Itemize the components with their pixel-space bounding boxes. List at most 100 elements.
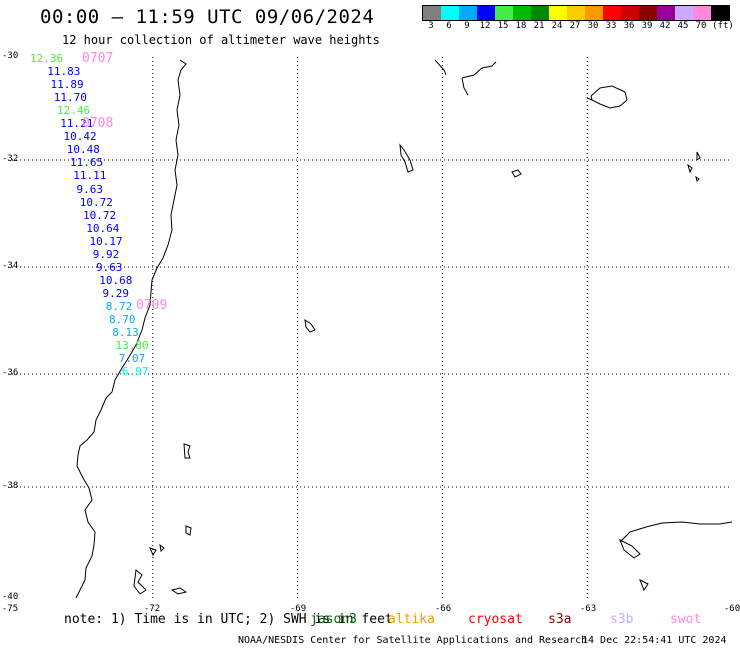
legend-label: (ft) xyxy=(712,21,734,31)
satellite-name-cryosat: cryosat xyxy=(468,612,523,627)
legend-swatch-ft xyxy=(711,6,729,20)
wave-height-value: 12.36 xyxy=(30,52,64,65)
pass-time-label: 0709 xyxy=(136,298,168,313)
land-outline xyxy=(185,525,192,536)
wave-height-value: 10.72 xyxy=(79,195,113,209)
legend-label: 45 xyxy=(677,21,689,31)
longitude-label: -75 xyxy=(1,604,19,614)
wave-height-value: 8.72 xyxy=(105,299,133,313)
wave-height-value: 13.80 xyxy=(115,339,149,353)
legend-swatch-42 xyxy=(657,6,675,20)
legend-swatch-9 xyxy=(459,6,477,20)
land-outline xyxy=(183,443,191,459)
legend-label: 36 xyxy=(623,21,635,31)
legend-label: 18 xyxy=(515,21,527,31)
land-outline xyxy=(619,538,641,559)
wave-height-value: 10.64 xyxy=(86,221,120,235)
wave-height-value: 9.29 xyxy=(102,286,130,300)
legend-swatch-27 xyxy=(567,6,585,20)
footer-note: note: 1) Time is in UTC; 2) SWH is in fe… xyxy=(64,612,701,627)
latitude-label: -32 xyxy=(2,154,19,164)
legend-label: 6 xyxy=(446,21,452,31)
latitude-label: -38 xyxy=(2,481,19,491)
legend-label: 39 xyxy=(641,21,653,31)
land-outline xyxy=(399,143,414,173)
wave-height-value: 7.07 xyxy=(118,352,146,366)
wave-height-value: 11.11 xyxy=(73,169,107,183)
wave-height-value: 10.68 xyxy=(99,273,133,287)
legend-swatch-70 xyxy=(693,6,711,20)
wave-height-value: 9.63 xyxy=(76,182,104,196)
legend-swatch-15 xyxy=(495,6,513,20)
wave-height-value: 11.83 xyxy=(47,65,81,79)
land-outline xyxy=(170,587,188,595)
wave-height-value: 9.92 xyxy=(92,247,120,261)
longitude-label: -69 xyxy=(289,604,307,614)
wave-height-value: 10.48 xyxy=(66,143,100,157)
legend-label: 12 xyxy=(479,21,491,31)
legend-swatch-39 xyxy=(639,6,657,20)
coastline-chile xyxy=(75,59,187,599)
pass-time-label: 0707 xyxy=(82,51,114,66)
wave-height-color-legend xyxy=(422,5,730,21)
satellite-name-swot: swot xyxy=(670,612,702,627)
legend-swatch-21 xyxy=(531,6,549,20)
wave-height-value: 8.70 xyxy=(109,313,136,326)
legend-swatch-33 xyxy=(603,6,621,20)
coastline-argentina xyxy=(434,59,733,543)
satellite-name-jason3: jason3 xyxy=(310,612,357,627)
legend-swatch-6 xyxy=(441,6,459,20)
satellite-name-s3b: s3b xyxy=(610,612,634,627)
legend-labels: 3 6 9 12 15 18 21 24 27 30 33 36 39 42 45 70 (ft) xyxy=(422,21,740,33)
generation-timestamp: 14 Dec 22:54:41 UTC 2024 xyxy=(582,635,727,646)
latitude-label: -30 xyxy=(2,51,19,61)
legend-label: 70 xyxy=(695,21,707,31)
wave-height-value: 8.13 xyxy=(112,326,139,340)
page-subtitle: 12 hour collection of altimeter wave hei… xyxy=(62,33,380,47)
legend-label: 27 xyxy=(569,21,581,31)
longitude-label: -60 xyxy=(723,604,740,614)
latitude-label: -34 xyxy=(2,261,19,271)
land-outline xyxy=(133,569,147,595)
wave-height-value: 9.63 xyxy=(96,260,123,274)
longitude-label: -63 xyxy=(579,604,597,614)
wave-height-value: 11.21 xyxy=(60,117,94,131)
land-outline xyxy=(687,151,701,182)
wave-height-value: 12.46 xyxy=(57,104,91,118)
wave-height-value: 10.42 xyxy=(63,130,97,144)
legend-label: 15 xyxy=(497,21,509,31)
wave-height-value: 6.97 xyxy=(122,365,149,379)
legend-label: 3 xyxy=(428,21,434,31)
land-outline xyxy=(149,543,165,557)
legend-label: 9 xyxy=(464,21,470,31)
wave-height-value: 10.72 xyxy=(83,208,117,222)
legend-swatch-24 xyxy=(549,6,567,20)
legend-swatch-36 xyxy=(621,6,639,20)
wave-height-value: 11.89 xyxy=(50,78,84,92)
land-outline xyxy=(511,169,522,178)
wave-height-value: 11.65 xyxy=(70,156,104,170)
legend-label: 30 xyxy=(587,21,599,31)
land-outline xyxy=(304,318,316,333)
legend-swatch-12 xyxy=(477,6,495,20)
wave-height-value: 11.70 xyxy=(53,91,87,105)
note-text: note: 1) Time is in UTC; 2) SWH is in fe… xyxy=(64,612,393,627)
satellite-name-s3a: s3a xyxy=(548,612,572,627)
legend-label: 24 xyxy=(551,21,563,31)
credit-line: NOAA/NESDIS Center for Satellite Applica… xyxy=(238,635,588,646)
legend-swatch-45 xyxy=(675,6,693,20)
legend-swatch-30 xyxy=(585,6,603,20)
wave-height-value: 10.17 xyxy=(89,234,123,248)
land-outline xyxy=(639,578,649,592)
legend-label: 21 xyxy=(533,21,545,31)
legend-label: 42 xyxy=(659,21,671,31)
legend-label: 33 xyxy=(605,21,617,31)
longitude-label: -66 xyxy=(434,604,452,614)
legend-swatch-18 xyxy=(513,6,531,20)
latitude-label: -36 xyxy=(2,368,19,378)
satellite-name-altika: altika xyxy=(388,612,435,627)
pass-time-label: 0708 xyxy=(82,116,114,131)
longitude-label: -72 xyxy=(143,604,161,614)
